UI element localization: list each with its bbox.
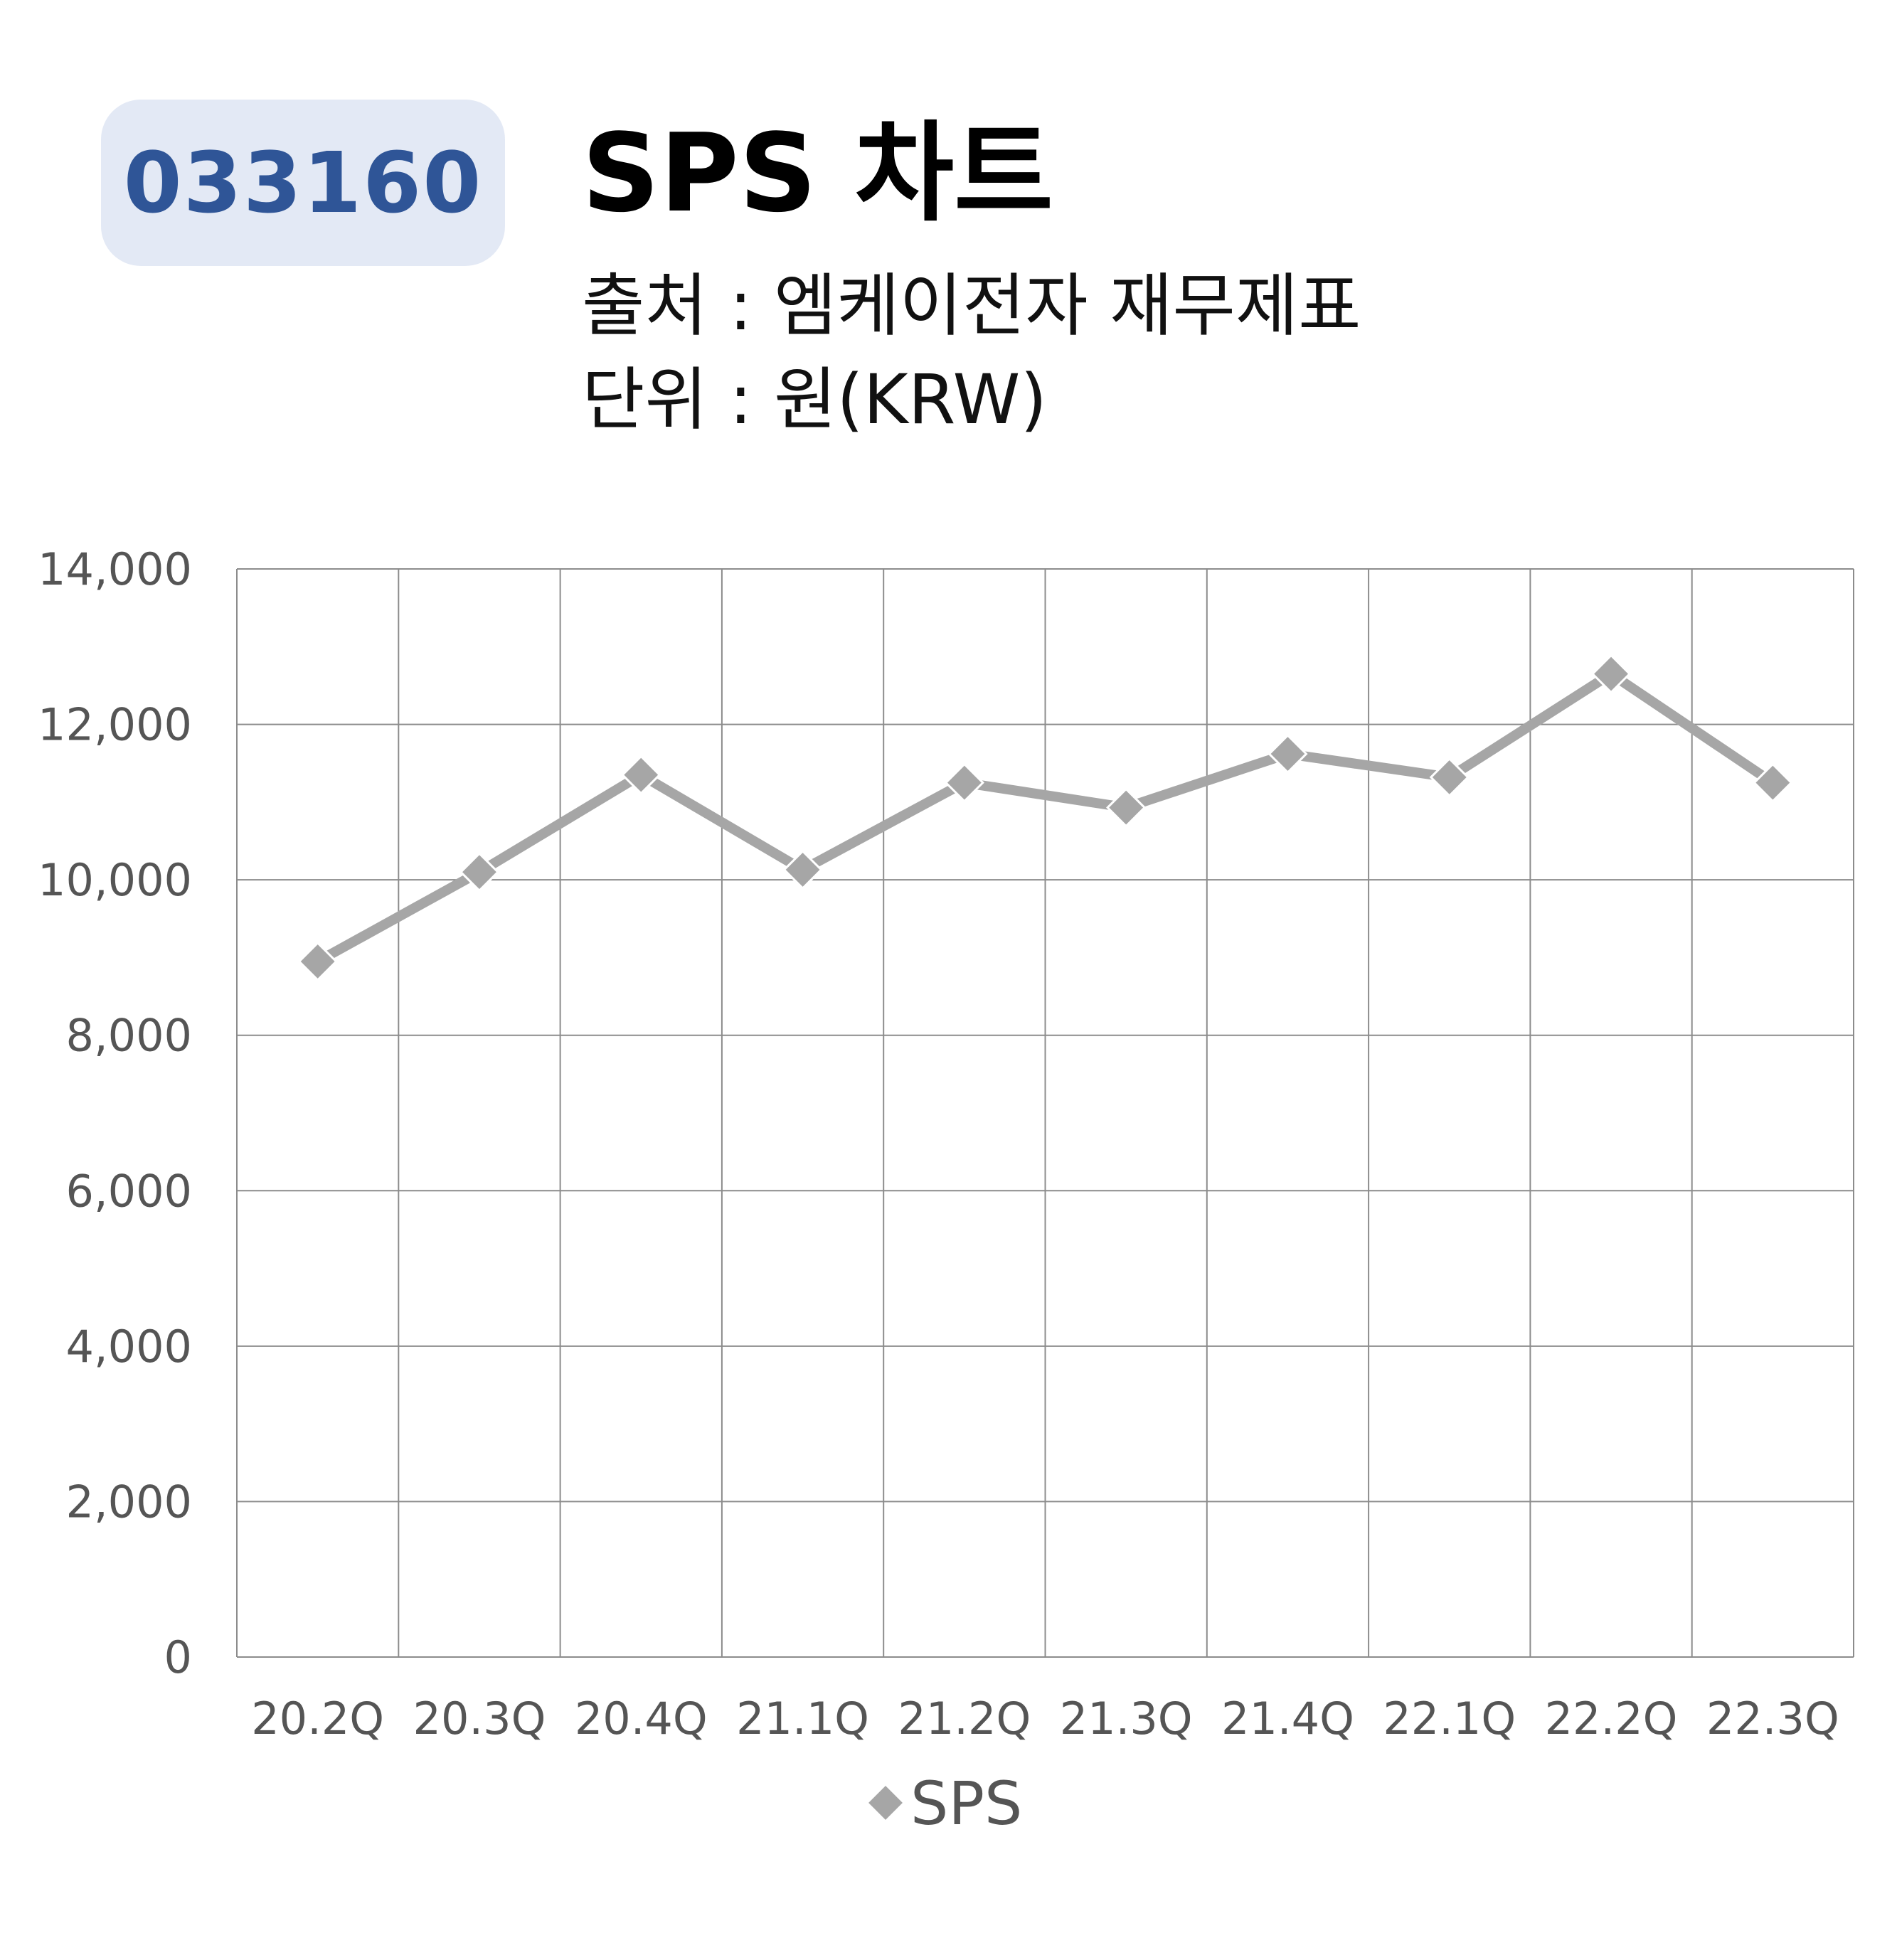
stock-code-badge: 033160: [101, 100, 505, 266]
data-point-20.2Q: [297, 941, 338, 982]
data-point-21.2Q: [944, 762, 984, 803]
y-tick-label: 8,000: [66, 1010, 193, 1062]
data-point-20.3Q: [459, 852, 500, 893]
stock-code: 033160: [123, 134, 483, 232]
chart-grid: [236, 568, 1854, 1658]
unit-text: 단위 : 원(KRW): [582, 360, 1047, 440]
data-point-22.1Q: [1429, 757, 1470, 798]
x-tick-label: 22.2Q: [1545, 1693, 1678, 1745]
data-point-22.3Q: [1753, 762, 1793, 803]
x-tick-label: 20.4Q: [575, 1693, 708, 1745]
data-point-21.4Q: [1268, 733, 1308, 774]
data-point-20.4Q: [621, 755, 661, 795]
y-axis-ticks: 0 2,000 4,000 6,000 8,000 10,000 12,000 14,000: [38, 543, 192, 1683]
legend-marker-sps: [865, 1782, 906, 1823]
data-point-22.2Q: [1590, 654, 1632, 694]
x-tick-label: 21.4Q: [1221, 1693, 1354, 1745]
data-point-21.1Q: [782, 849, 823, 890]
x-tick-label: 22.1Q: [1383, 1693, 1516, 1745]
x-tick-label: 20.2Q: [251, 1693, 384, 1745]
y-tick-label: 4,000: [66, 1321, 193, 1373]
legend-label-sps: SPS: [910, 1769, 1022, 1838]
legend: SPS: [865, 1769, 1022, 1838]
x-tick-label: 21.3Q: [1060, 1693, 1193, 1745]
x-tick-label: 21.1Q: [736, 1693, 869, 1745]
x-axis-ticks: 20.2Q 20.3Q 20.4Q 21.1Q 21.2Q 21.3Q 21.4Q 22.1Q…: [251, 1693, 1839, 1745]
data-point-21.3Q: [1106, 787, 1147, 828]
x-tick-label: 20.3Q: [413, 1693, 546, 1745]
y-tick-label: 2,000: [66, 1476, 193, 1528]
x-tick-label: 22.3Q: [1706, 1693, 1839, 1745]
x-tick-label: 21.2Q: [898, 1693, 1031, 1745]
y-tick-label: 0: [164, 1631, 192, 1683]
y-tick-label: 12,000: [38, 699, 192, 751]
series-line-sps: [312, 669, 1778, 966]
y-tick-label: 14,000: [38, 543, 192, 595]
chart-title: SPS 차트: [582, 110, 1053, 236]
y-tick-label: 10,000: [38, 854, 192, 906]
source-text: 출처 : 엠케이전자 재무제표: [582, 266, 1361, 346]
y-tick-label: 6,000: [66, 1165, 193, 1217]
series-sps: [297, 654, 1793, 982]
